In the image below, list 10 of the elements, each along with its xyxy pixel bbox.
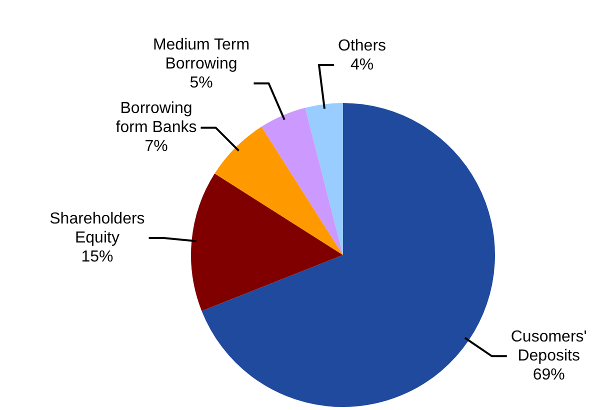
slice-label: Shareholders Equity: [50, 210, 145, 246]
slice-label: Cusomers' Deposits: [510, 328, 587, 365]
data-label: 15%: [81, 248, 114, 266]
data-label: 4%: [350, 56, 374, 74]
data-label: 7%: [144, 138, 168, 156]
slice-label: Borrowing form Banks: [116, 100, 197, 136]
slice-label: Others: [338, 37, 386, 54]
slice-label: Medium Term Borrowing: [152, 36, 250, 73]
data-label: 69%: [532, 366, 565, 384]
data-label: 5%: [190, 74, 213, 92]
